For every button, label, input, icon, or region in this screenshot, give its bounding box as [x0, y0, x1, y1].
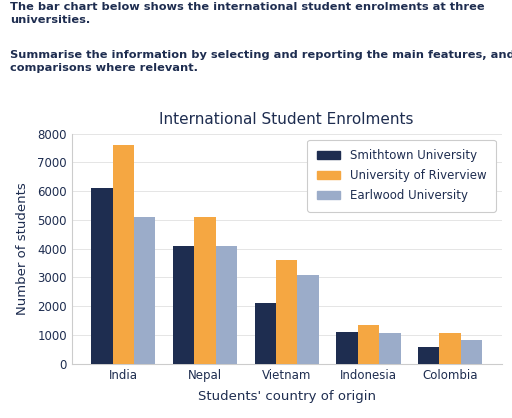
Text: Summarise the information by selecting and reporting the main features, and make: Summarise the information by selecting a…: [10, 50, 512, 74]
Title: International Student Enrolments: International Student Enrolments: [159, 112, 414, 127]
Bar: [379, 333, 400, 364]
Bar: [358, 325, 379, 364]
Bar: [113, 145, 134, 364]
X-axis label: Students' country of origin: Students' country of origin: [198, 390, 376, 403]
Bar: [461, 340, 482, 364]
Bar: [418, 347, 439, 364]
Bar: [134, 217, 156, 364]
Legend: Smithtown University, University of Riverview, Earlwood University: Smithtown University, University of Rive…: [307, 140, 496, 212]
Bar: [439, 333, 461, 364]
Bar: [254, 303, 276, 364]
Bar: [173, 246, 195, 364]
Bar: [195, 217, 216, 364]
Bar: [336, 332, 358, 364]
Bar: [91, 189, 113, 364]
Y-axis label: Number of students: Number of students: [16, 182, 29, 315]
Bar: [276, 260, 297, 364]
Bar: [216, 246, 237, 364]
Bar: [297, 275, 319, 364]
Text: The bar chart below shows the international student enrolments at three
universi: The bar chart below shows the internatio…: [10, 2, 485, 25]
